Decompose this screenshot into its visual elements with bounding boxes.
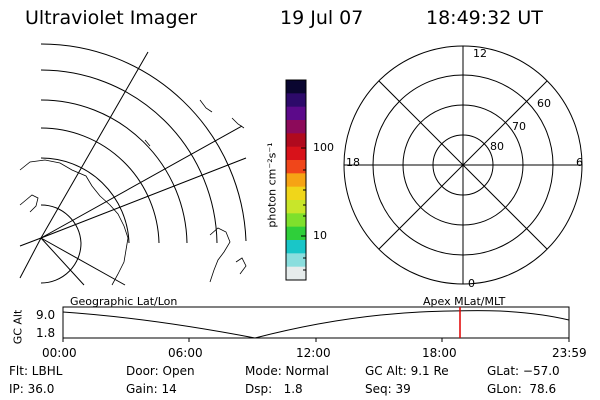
lat-label-80: 80 — [490, 140, 504, 153]
colorbar-segment — [286, 186, 306, 201]
colorbar-segment — [286, 146, 306, 161]
lat-circle — [40, 69, 218, 244]
meridian-line — [40, 237, 126, 286]
colorbar-segment — [286, 80, 306, 94]
lat-label-60: 60 — [537, 97, 551, 110]
mlt-label-0: 0 — [468, 277, 475, 290]
meridian-line — [40, 51, 149, 239]
colorbar-segment — [286, 93, 306, 108]
colorbar-tick-100: 100 — [313, 141, 334, 154]
timeline-x-tick-1200: 12:00 — [296, 346, 331, 360]
gain-value: Gain: 14 — [126, 382, 177, 396]
ip-value: IP: 36.0 — [9, 382, 55, 396]
door-value: Door: Open — [126, 364, 195, 378]
colorbar-tick-10: 10 — [313, 229, 327, 242]
colorbar-segment — [286, 173, 306, 188]
colorbar-segment — [286, 240, 306, 254]
mlt-label-6: 6 — [576, 156, 583, 169]
colorbar-segment — [286, 213, 306, 228]
altitude-curve — [62, 310, 570, 339]
mlt-label-12: 12 — [473, 47, 487, 60]
lat-circle — [40, 99, 188, 244]
lat-circle — [40, 157, 130, 244]
mode-value: Mode: Normal — [245, 364, 329, 378]
seq-value: Seq: 39 — [365, 382, 411, 396]
meridian-line — [40, 125, 243, 239]
timeline-x-tick-0600: 06:00 — [168, 346, 203, 360]
colorbar-segment — [286, 133, 306, 148]
lat-circle — [40, 127, 160, 244]
timeline-x-tick-0000: 00:00 — [42, 346, 77, 360]
colorbar-segment — [286, 253, 306, 268]
timeline-x-tick-1800: 18:00 — [422, 346, 457, 360]
coastline — [231, 117, 245, 129]
coastline — [209, 227, 231, 283]
dsp-value: Dsp: 1.8 — [245, 382, 303, 396]
colorbar-segment — [286, 226, 306, 241]
lat-label-70: 70 — [512, 120, 526, 133]
lat-circle — [40, 43, 247, 242]
date-label: 19 Jul 07 — [280, 7, 364, 29]
time-label: 18:49:32 UT — [426, 7, 543, 29]
colorbar-segment — [286, 160, 306, 174]
meridian-line — [40, 237, 85, 286]
mlt-label-18: 18 — [346, 156, 360, 169]
lat-circle — [40, 204, 82, 284]
timeline-right-label: Apex MLat/MLT — [423, 295, 506, 308]
coastline — [235, 257, 247, 275]
timeline-y-tick-high: 9.0 — [36, 308, 56, 322]
meridian-line — [40, 157, 247, 239]
colorbar-segment — [286, 200, 306, 214]
colorbar-segment — [286, 120, 306, 134]
coastline — [199, 99, 213, 113]
timeline-x-tick-2359: 23:59 — [552, 346, 587, 360]
filter-value: Flt: LBHL — [9, 364, 63, 378]
timeline-left-label: Geographic Lat/Lon — [70, 295, 178, 308]
coastline — [19, 194, 39, 213]
gc-alt-value: GC Alt: 9.1 Re — [365, 364, 449, 378]
coastline — [19, 159, 129, 286]
coastline — [144, 139, 151, 147]
colorbar-segment — [286, 266, 306, 281]
meridian-line — [19, 237, 42, 247]
glat-value: GLat: −57.0 — [487, 364, 560, 378]
colorbar-segment — [286, 106, 306, 121]
app-title: Ultraviolet Imager — [25, 7, 198, 29]
glon-value: GLon: 78.6 — [487, 382, 557, 396]
timeline-y-tick-low: 1.8 — [36, 326, 56, 340]
meridian-line — [19, 237, 42, 279]
